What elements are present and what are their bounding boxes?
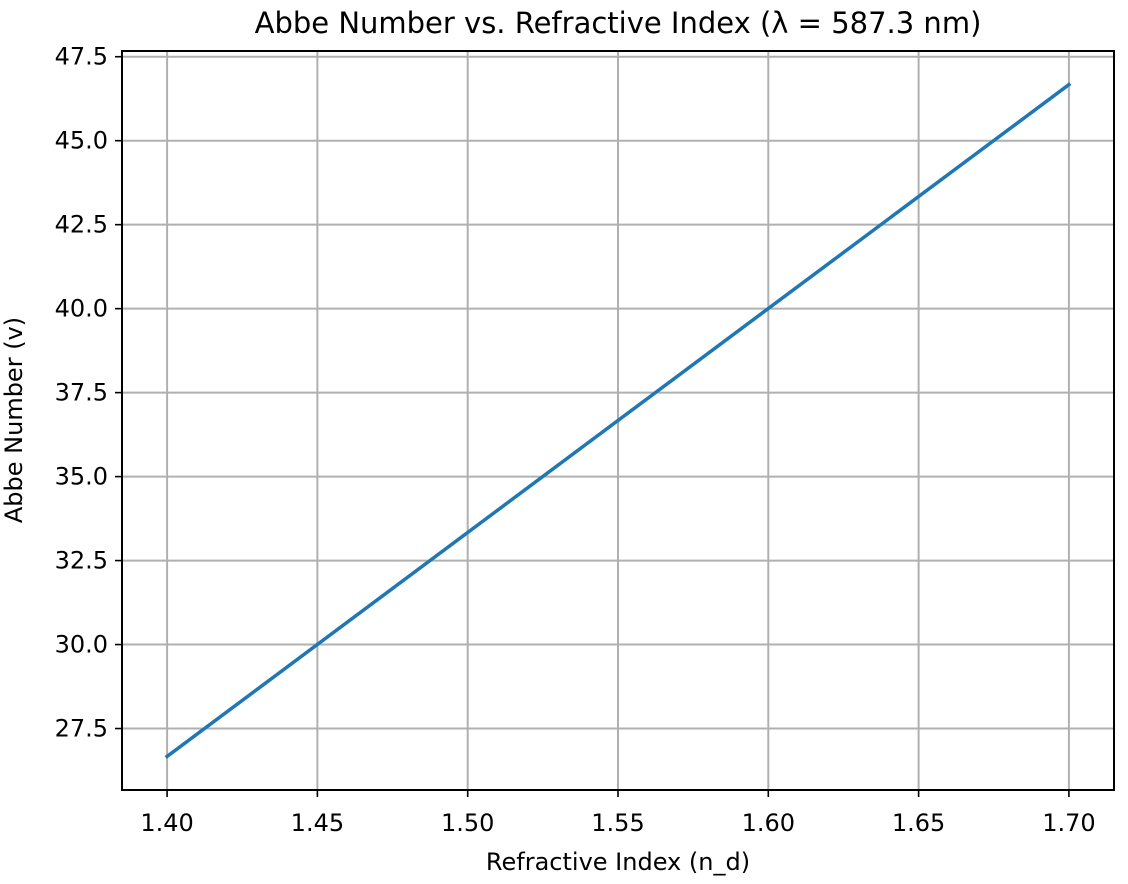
y-axis-label: Abbe Number (v) <box>0 317 28 523</box>
x-tick-label: 1.70 <box>1042 809 1095 837</box>
x-tick-label: 1.55 <box>591 809 644 837</box>
x-tick-label: 1.45 <box>291 809 344 837</box>
y-tick-label: 42.5 <box>55 211 108 239</box>
x-axis: 1.40 1.45 1.50 1.55 1.60 1.65 1.70 <box>140 790 1096 837</box>
x-tick-label: 1.50 <box>441 809 494 837</box>
y-axis: 27.5 30.0 32.5 35.0 37.5 40.0 42.5 45.0 47.5 <box>55 43 122 743</box>
y-tick-label: 40.0 <box>55 295 108 323</box>
y-tick-label: 47.5 <box>55 43 108 71</box>
grid <box>122 51 1114 790</box>
series-layer <box>164 82 1072 759</box>
x-axis-label: Refractive Index (n_d) <box>486 848 750 876</box>
y-tick-label: 35.0 <box>55 463 108 491</box>
y-tick-label: 45.0 <box>55 127 108 155</box>
y-tick-label: 37.5 <box>55 379 108 407</box>
x-tick-label: 1.40 <box>140 809 193 837</box>
y-tick-label: 30.0 <box>55 631 108 659</box>
x-tick-label: 1.60 <box>742 809 795 837</box>
y-tick-label: 32.5 <box>55 547 108 575</box>
chart-title: Abbe Number vs. Refractive Index (λ = 58… <box>255 6 982 40</box>
y-tick-label: 27.5 <box>55 715 108 743</box>
x-tick-label: 1.65 <box>892 809 945 837</box>
series-line <box>164 82 1072 759</box>
